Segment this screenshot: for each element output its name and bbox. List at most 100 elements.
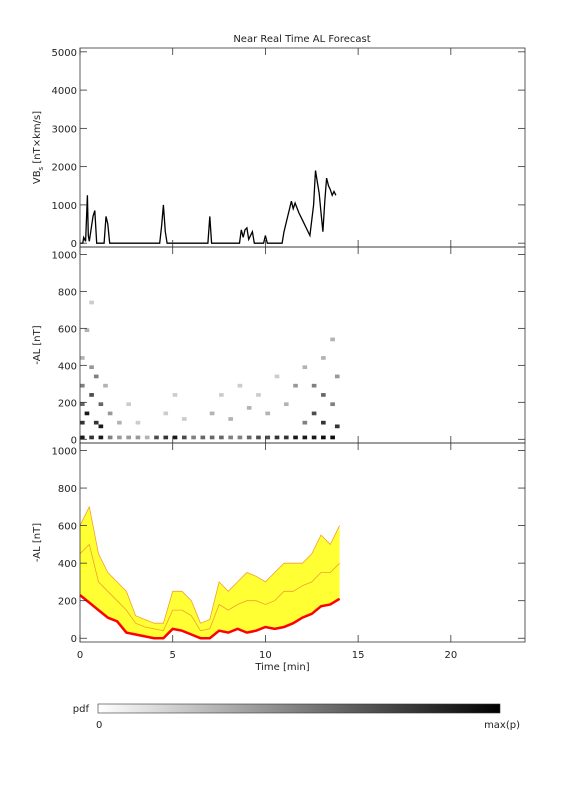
pdf-cell	[321, 356, 326, 360]
pdf-cell	[135, 435, 141, 440]
y-label-sub: s	[37, 166, 45, 170]
y-tick-label: 0	[71, 239, 77, 250]
pdf-cell	[154, 435, 159, 440]
pdf-cell	[237, 383, 243, 388]
pdf-cell	[135, 420, 141, 425]
pdf-cell	[200, 435, 206, 440]
pdf-cell	[181, 435, 187, 440]
y-tick-label: 0	[71, 435, 77, 446]
y-tick-label: 4000	[52, 86, 77, 97]
pdf-cell	[89, 435, 94, 440]
pdf-cell	[209, 411, 215, 416]
y-label-unit: [nT×km/s]	[32, 111, 43, 167]
pdf-cell	[84, 328, 90, 333]
pdf-cell	[93, 420, 99, 425]
y-tick-label: 800	[58, 484, 77, 495]
pdf-cell	[98, 402, 104, 407]
pdf-cell	[163, 435, 169, 440]
pdf-cell	[163, 411, 169, 416]
pdf-cell	[237, 435, 243, 440]
y-tick-label: 1000	[52, 250, 77, 261]
pdf-cell	[265, 435, 271, 440]
y-label-main: VB	[32, 170, 43, 184]
pdf-cell	[80, 356, 85, 360]
plot-frame	[79, 47, 526, 248]
pdf-cell	[107, 411, 113, 416]
y-tick-label: 1000	[52, 447, 77, 458]
pdf-cell	[80, 435, 85, 440]
pdf-cell	[172, 435, 178, 440]
percentile-line	[79, 543, 340, 632]
pdf-cell	[181, 417, 187, 421]
pdf-cell	[330, 402, 335, 407]
pdf-cell	[98, 424, 104, 429]
y-tick-label: 200	[58, 597, 77, 608]
y-axis-label: -AL [nT]	[32, 523, 43, 562]
pdf-cell	[191, 435, 196, 440]
pdf-cell	[126, 402, 131, 407]
y-tick-label: 800	[58, 287, 77, 298]
y-tick-label: 5000	[52, 48, 77, 59]
pdf-cell	[228, 417, 233, 421]
colorbar-label: pdf	[73, 704, 90, 715]
pdf-cell	[228, 435, 233, 440]
pdf-cell	[311, 383, 317, 388]
pdf-cell	[246, 406, 252, 410]
pdf-cell	[321, 435, 326, 440]
pdf-cell	[144, 435, 150, 440]
pdf-cell	[126, 435, 131, 440]
x-tick-label: 15	[352, 650, 365, 661]
pdf-cell	[80, 383, 85, 388]
plot-frame	[79, 442, 526, 643]
x-axis-label: Time [min]	[254, 662, 309, 673]
y-tick-label: 2000	[52, 163, 77, 174]
pdf-cell	[311, 435, 317, 440]
y-label-main: -AL [nT]	[32, 523, 43, 562]
pdf-cell	[330, 435, 335, 440]
pdf-cell	[84, 411, 90, 416]
pdf-cell	[274, 374, 280, 379]
data-line	[80, 170, 337, 244]
pdf-cell	[80, 420, 85, 425]
x-tick-label: 5	[170, 650, 176, 661]
pdf-cell	[107, 435, 113, 440]
pdf-cell	[219, 393, 224, 397]
chart-title: Near Real Time AL Forecast	[233, 34, 370, 45]
y-tick-label: 3000	[52, 124, 77, 135]
band-area	[80, 506, 340, 639]
percentile-line	[79, 505, 340, 624]
pdf-cell	[334, 424, 340, 429]
pdf-cell	[302, 365, 308, 370]
colorbar	[97, 703, 501, 714]
pdf-cell	[256, 435, 261, 440]
pdf-cell	[209, 435, 215, 440]
pdf-cell	[246, 435, 252, 440]
median-line	[79, 594, 341, 640]
y-tick-label: 600	[58, 522, 77, 533]
pdf-cell	[321, 393, 326, 397]
pdf-cell	[89, 393, 94, 397]
y-axis-label: VBs [nT×km/s]	[32, 111, 45, 184]
plot-frame	[79, 246, 526, 444]
pdf-cell	[283, 435, 289, 440]
pdf-cell	[302, 435, 308, 440]
y-tick-label: 200	[58, 398, 77, 409]
pdf-cell	[334, 374, 340, 379]
y-tick-label: 400	[58, 361, 77, 372]
pdf-cell	[330, 337, 335, 342]
y-tick-label: 0	[71, 634, 77, 645]
pdf-cell	[219, 435, 224, 440]
x-tick-label: 10	[259, 650, 272, 661]
pdf-cell	[117, 420, 122, 425]
pdf-cell	[103, 383, 108, 388]
pdf-cell	[321, 420, 326, 425]
x-tick-label: 20	[444, 650, 457, 661]
pdf-cell	[274, 435, 280, 440]
pdf-cell	[256, 393, 261, 397]
pdf-cell	[117, 435, 122, 440]
y-tick-label: 400	[58, 559, 77, 570]
pdf-cell	[265, 411, 271, 416]
pdf-cell	[80, 402, 85, 407]
pdf-cell	[172, 393, 178, 397]
